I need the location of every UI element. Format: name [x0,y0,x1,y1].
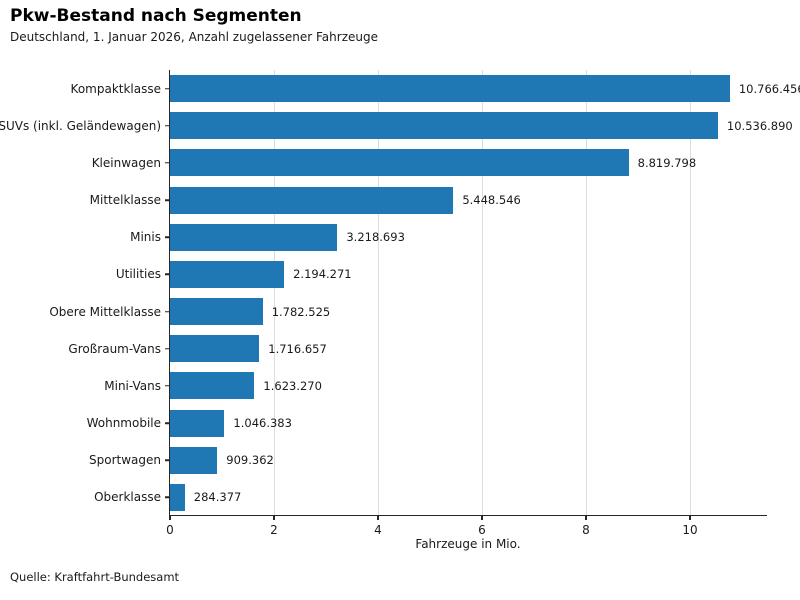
y-tick-mark [165,385,169,387]
x-tick-label: 0 [166,523,174,537]
value-label: 2.194.271 [293,267,352,282]
bar-kleinwagen [170,149,629,177]
x-tick-label: 4 [374,523,382,537]
x-tick-mark [169,516,171,520]
value-label: 1.716.657 [268,341,327,356]
category-label: Mini-Vans [104,378,161,393]
value-label: 5.448.546 [462,193,521,208]
y-tick-mark [165,496,169,499]
bar-obere-mittelklasse [170,298,263,326]
gridline [586,70,587,515]
source-note: Quelle: Kraftfahrt-Bundesamt [10,570,180,584]
y-tick-mark [165,310,169,313]
bar-kompaktklasse [170,75,730,103]
y-tick-mark [165,125,169,127]
bar-mittelklasse [170,186,454,214]
bar-sportwagen [170,446,218,474]
chart-subtitle: Deutschland, 1. Januar 2026, Anzahl zuge… [10,30,378,44]
bar-suvs-inkl-gel-ndewagen- [170,112,718,140]
bar-minis [170,223,338,251]
value-label: 1.046.383 [233,416,292,431]
x-tick-label: 2 [270,523,278,537]
x-tick-label: 8 [582,523,590,537]
y-tick-mark [165,87,169,90]
x-tick-label: 10 [682,523,698,537]
category-label: Mittelklasse [89,193,161,208]
value-label: 284.377 [193,490,242,505]
y-tick-mark [165,162,169,164]
value-label: 8.819.798 [637,155,697,170]
category-label: Kleinwagen [91,155,161,170]
category-label: Kompaktklasse [70,81,161,96]
category-label: Obere Mittelklasse [49,304,161,319]
bar-gro-raum-vans [170,335,260,363]
x-tick-mark [585,516,587,520]
x-tick-mark [273,516,275,520]
gridline [690,70,691,515]
value-label: 909.362 [226,453,274,468]
category-label: Wohnmobile [86,416,161,431]
x-tick-mark [377,516,379,520]
x-tick-label: 6 [478,523,486,537]
x-tick-mark [689,516,691,520]
bar-mini-vans [170,372,255,400]
category-label: Oberklasse [94,490,161,505]
value-label: 1.623.270 [263,378,322,393]
category-label: Minis [130,230,161,245]
category-label: Sportwagen [89,453,161,468]
plot-area: Kompaktklasse 10.766.456 SUVs (inkl. Gelän… [0,70,800,537]
chart-title: Pkw-Bestand nach Segmenten [10,6,302,26]
y-tick-mark [165,459,169,461]
y-tick-mark [165,199,169,201]
bar-oberklasse [170,483,185,511]
category-label: SUVs (inkl. Geländewagen) [0,118,161,133]
value-label: 3.218.693 [346,230,405,245]
value-label: 1.782.525 [271,304,331,319]
gridline [274,70,275,515]
category-label: Utilities [115,267,161,282]
y-tick-mark [165,422,169,424]
gridline [378,70,379,515]
value-label: 10.766.456 [738,81,800,96]
y-tick-mark [165,236,169,238]
gridline [482,70,483,515]
bar-utilities [170,260,285,288]
x-axis-label: Fahrzeuge in Mio. [415,537,521,551]
category-label: Großraum-Vans [68,341,161,356]
x-tick-mark [481,516,483,520]
bar-wohnmobile [170,409,225,437]
value-label: 10.536.890 [726,118,793,133]
y-tick-mark [165,273,169,276]
y-tick-mark [165,348,169,350]
